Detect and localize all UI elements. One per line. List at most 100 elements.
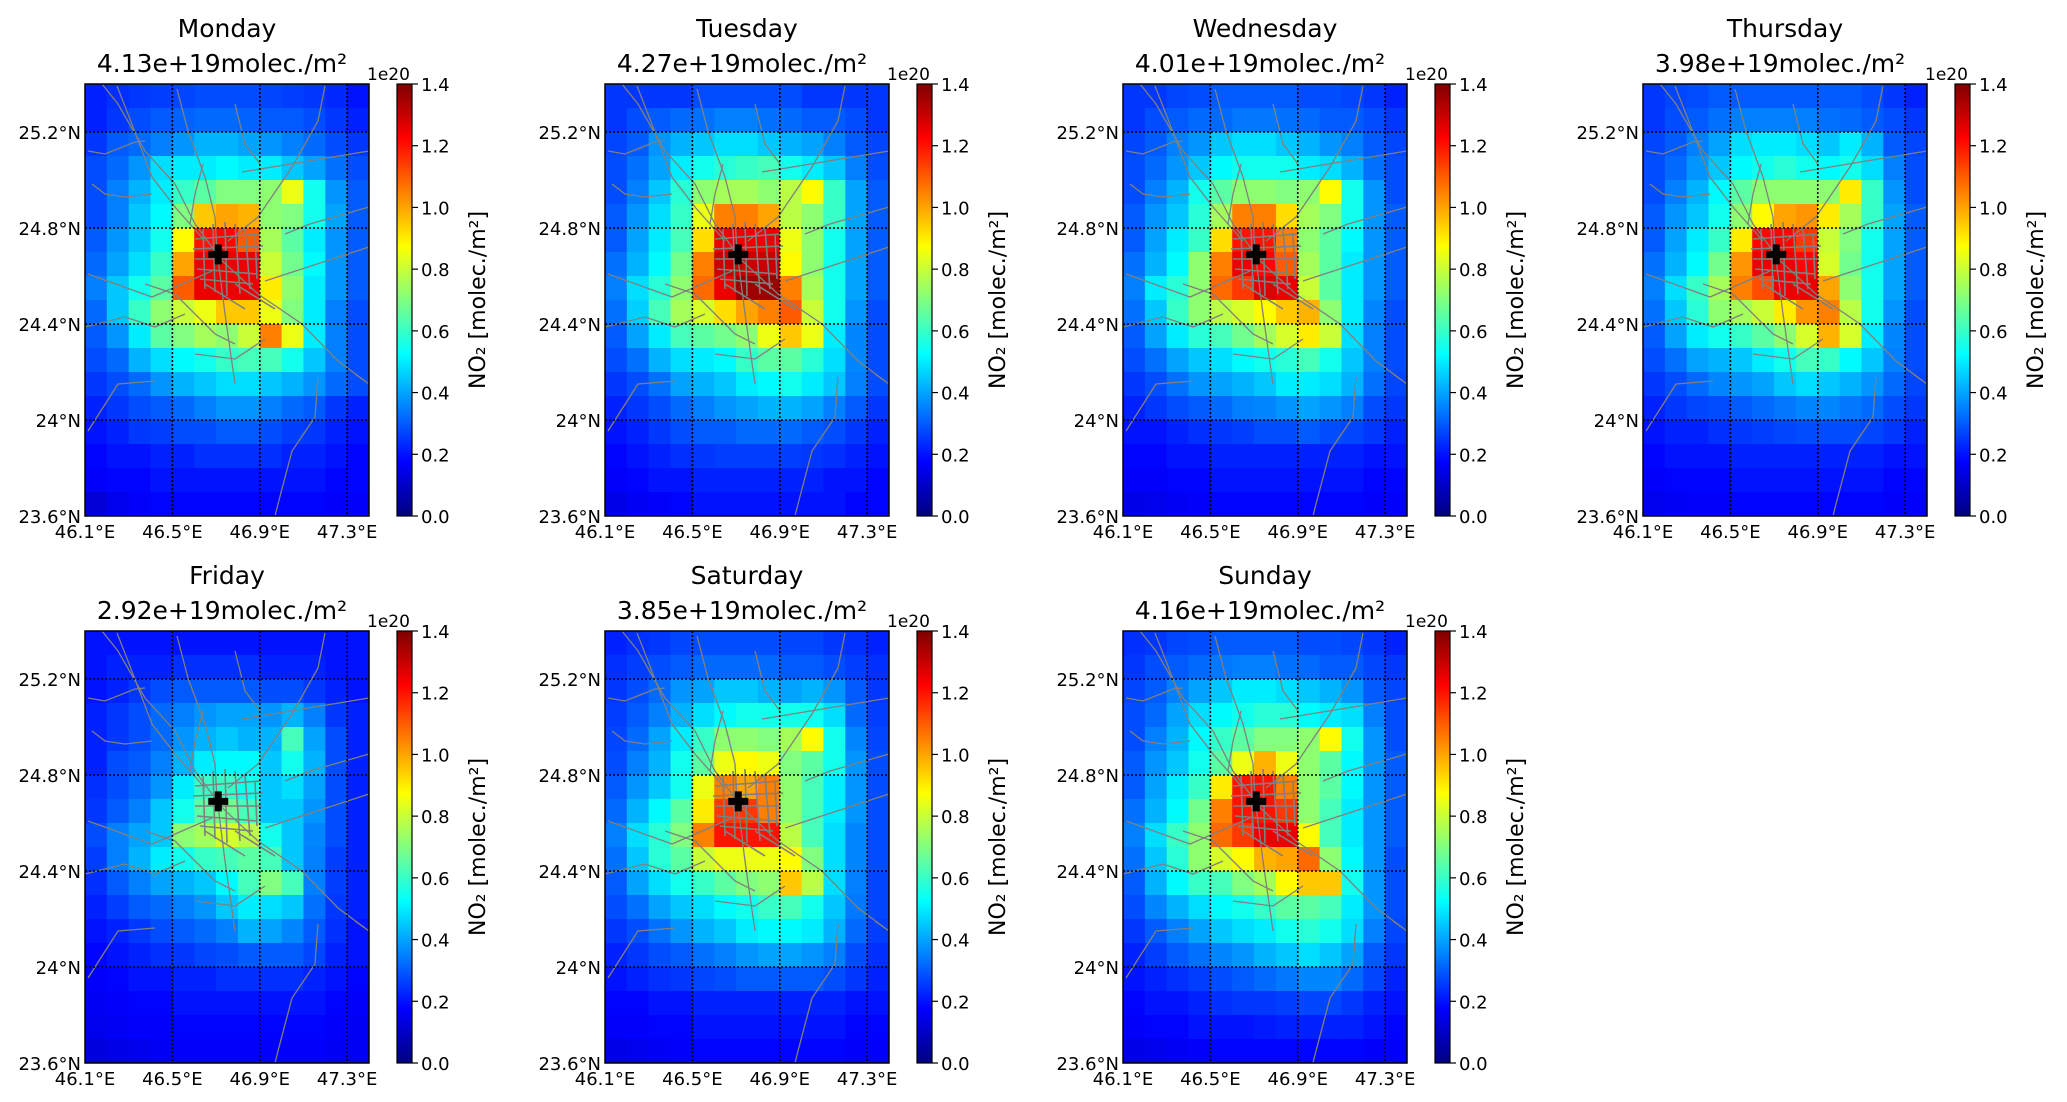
- heatmap-cell: [1363, 444, 1386, 469]
- colorbar-tick-label: 0.6: [421, 869, 450, 890]
- heatmap-cell: [1341, 468, 1364, 493]
- heatmap-cell: [1664, 228, 1688, 253]
- heatmap-cell: [692, 324, 715, 349]
- heatmap-cell: [1188, 228, 1211, 253]
- heatmap-cell: [85, 871, 108, 896]
- heatmap-cell: [259, 631, 283, 656]
- heatmap-cell: [1166, 631, 1189, 656]
- colorbar-tick-label: 0.6: [1459, 322, 1488, 343]
- heatmap-cell: [801, 775, 824, 800]
- heatmap-cell: [1232, 492, 1255, 517]
- heatmap-cell: [736, 132, 759, 157]
- heatmap-cell: [259, 228, 283, 253]
- heatmap-cell: [150, 895, 173, 920]
- colorbar-gradient: [1954, 83, 1971, 517]
- heatmap-cell: [106, 679, 130, 704]
- heatmap-cell: [106, 348, 130, 373]
- heatmap-cell: [325, 132, 348, 157]
- heatmap-cell: [325, 703, 348, 728]
- heatmap-cell: [1275, 276, 1299, 301]
- heatmap-cell: [1817, 84, 1841, 109]
- heatmap-cell: [605, 1015, 628, 1040]
- panel-title: Friday: [189, 561, 265, 590]
- heatmap-cell: [801, 943, 824, 968]
- heatmap-cell: [714, 396, 737, 421]
- heatmap-cell: [670, 276, 693, 301]
- y-tick-label: 25.2°N: [538, 670, 601, 691]
- heatmap-cell: [1363, 655, 1386, 680]
- heatmap-cell: [867, 751, 890, 776]
- heatmap-cell: [823, 396, 846, 421]
- heatmap-cell: [85, 943, 108, 968]
- y-tick-label: 25.2°N: [538, 123, 601, 144]
- heatmap-cell: [1341, 703, 1364, 728]
- heatmap-cell: [1210, 180, 1233, 205]
- heatmap-cell: [150, 871, 173, 896]
- heatmap-cell: [237, 156, 261, 181]
- heatmap-cell: [1385, 967, 1408, 992]
- heatmap-cell: [1686, 396, 1709, 421]
- heatmap-cell: [1861, 372, 1884, 397]
- plot-frame: [604, 630, 890, 1064]
- panel-friday: Friday 2.92e+19molec./m² 23.6°N 24°N 24.4°N 2…: [0, 547, 520, 1094]
- heatmap-cell: [1123, 751, 1146, 776]
- heatmap-cell: [670, 228, 693, 253]
- heatmap-cell: [1123, 252, 1146, 277]
- heatmap-cell: [194, 919, 217, 944]
- heatmap-cell: [605, 420, 628, 445]
- heatmap-cell: [1341, 300, 1364, 325]
- heatmap-cell: [867, 492, 890, 517]
- heatmap-cell: [259, 655, 283, 680]
- heatmap-cell: [128, 348, 151, 373]
- heatmap-cell: [1708, 300, 1731, 325]
- heatmap-cell: [648, 348, 671, 373]
- heatmap-cell: [85, 204, 108, 229]
- heatmap-cell: [194, 468, 217, 493]
- heatmap-cell: [626, 108, 650, 133]
- colorbar-tick-label: 1.0: [421, 198, 450, 219]
- heatmap-cell: [845, 871, 868, 896]
- heatmap-cell: [1254, 895, 1277, 920]
- heatmap-cell: [1297, 84, 1321, 109]
- heatmap-cell: [736, 679, 759, 704]
- heatmap-cell: [779, 871, 803, 896]
- heatmap-cell: [303, 679, 326, 704]
- heatmap-cell: [1275, 823, 1299, 848]
- heatmap-cell: [1341, 919, 1364, 944]
- heatmap-cell: [259, 1015, 283, 1040]
- heatmap-cell: [1232, 468, 1255, 493]
- heatmap-cell: [626, 324, 650, 349]
- heatmap-cell: [237, 252, 261, 277]
- heatmap-cell: [1188, 324, 1211, 349]
- heatmap-cell: [823, 967, 846, 992]
- heatmap-cell: [1166, 775, 1189, 800]
- heatmap-cell: [1686, 252, 1709, 277]
- heatmap-cell: [867, 420, 890, 445]
- heatmap-cell: [823, 895, 846, 920]
- heatmap-cell: [757, 420, 781, 445]
- heatmap-cell: [1275, 132, 1299, 157]
- heatmap-cell: [1839, 108, 1862, 133]
- x-tick-label: 47.3°E: [837, 522, 897, 543]
- heatmap-cell: [1188, 180, 1211, 205]
- heatmap-cell: [670, 871, 693, 896]
- heatmap-cell: [1795, 252, 1819, 277]
- heatmap-cell: [714, 1039, 737, 1064]
- heatmap-cell: [1686, 228, 1709, 253]
- panel-mean-value: 4.01e+19molec./m²: [1135, 49, 1385, 78]
- heatmap-cell: [801, 751, 824, 776]
- heatmap-cell: [1795, 492, 1819, 517]
- heatmap-cell: [1905, 156, 1928, 181]
- heatmap-cell: [670, 156, 693, 181]
- heatmap-cell: [347, 943, 370, 968]
- heatmap-cell: [1817, 468, 1841, 493]
- heatmap-cell: [1123, 991, 1146, 1016]
- heatmap-cell: [1861, 444, 1884, 469]
- heatmap-cell: [692, 348, 715, 373]
- heatmap-cell: [1643, 468, 1666, 493]
- heatmap-cell: [237, 84, 261, 109]
- heatmap-cell: [1363, 871, 1386, 896]
- heatmap-cell: [867, 228, 890, 253]
- heatmap-cell: [823, 751, 846, 776]
- heatmap-cell: [325, 631, 348, 656]
